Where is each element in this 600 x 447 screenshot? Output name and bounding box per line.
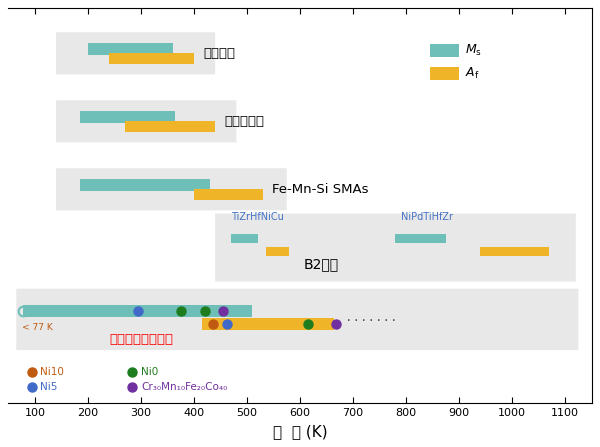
Bar (88, 43, 173, 55)
Bar (202, 318, 334, 330)
Bar (194, 189, 263, 200)
Bar (430, 44, 459, 57)
FancyBboxPatch shape (56, 168, 287, 211)
X-axis label: 温  度 (K): 温 度 (K) (272, 424, 328, 439)
Text: Ni0: Ni0 (141, 367, 158, 377)
Bar (430, 67, 459, 80)
Text: 本研究开发的合金: 本研究开发的合金 (109, 333, 173, 346)
FancyBboxPatch shape (16, 289, 578, 350)
FancyBboxPatch shape (56, 32, 215, 74)
Text: $A_\mathrm{f}$: $A_\mathrm{f}$ (466, 66, 480, 80)
Text: Ni10: Ni10 (40, 367, 64, 377)
Text: .......: ....... (345, 311, 398, 324)
Bar (80, 111, 175, 122)
Bar (80, 179, 210, 190)
FancyBboxPatch shape (56, 100, 236, 142)
FancyBboxPatch shape (215, 214, 576, 282)
Bar (231, 234, 257, 243)
Text: 镍钛合金: 镍钛合金 (203, 47, 235, 60)
Text: $M_\mathrm{s}$: $M_\mathrm{s}$ (466, 43, 482, 58)
Bar (109, 53, 194, 64)
Bar (23, 305, 252, 317)
Text: Fe-Mn-Si SMAs: Fe-Mn-Si SMAs (272, 183, 369, 196)
Text: 铜铝镍合金: 铜铝镍合金 (224, 115, 265, 128)
Bar (266, 247, 289, 256)
Text: Cr₃₀Mn₁₀Fe₂₀Co₄₀: Cr₃₀Mn₁₀Fe₂₀Co₄₀ (141, 382, 227, 392)
Text: NiPdTiHfZr: NiPdTiHfZr (401, 212, 453, 222)
Bar (481, 247, 549, 256)
Bar (125, 121, 215, 132)
Bar (395, 234, 446, 243)
Text: TiZrHfNiCu: TiZrHfNiCu (231, 212, 284, 222)
Text: B2合金: B2合金 (304, 257, 339, 271)
Text: Ni5: Ni5 (40, 382, 58, 392)
Text: < 77 K: < 77 K (22, 323, 52, 332)
